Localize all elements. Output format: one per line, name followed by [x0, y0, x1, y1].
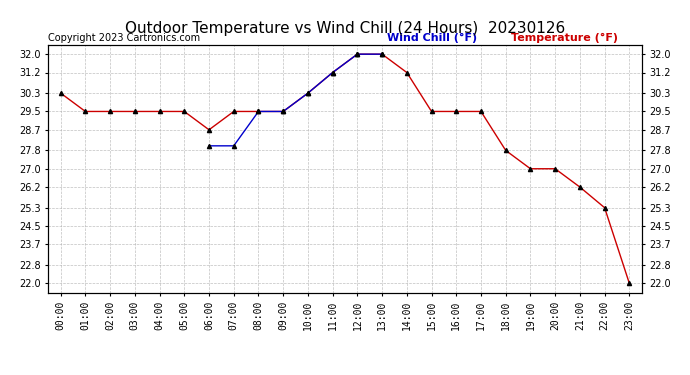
Text: Outdoor Temperature vs Wind Chill (24 Hours)  20230126: Outdoor Temperature vs Wind Chill (24 Ho…: [125, 21, 565, 36]
Text: Temperature (°F): Temperature (°F): [511, 33, 618, 42]
Text: Wind Chill (°F): Wind Chill (°F): [386, 33, 477, 42]
Text: Copyright 2023 Cartronics.com: Copyright 2023 Cartronics.com: [48, 33, 200, 42]
